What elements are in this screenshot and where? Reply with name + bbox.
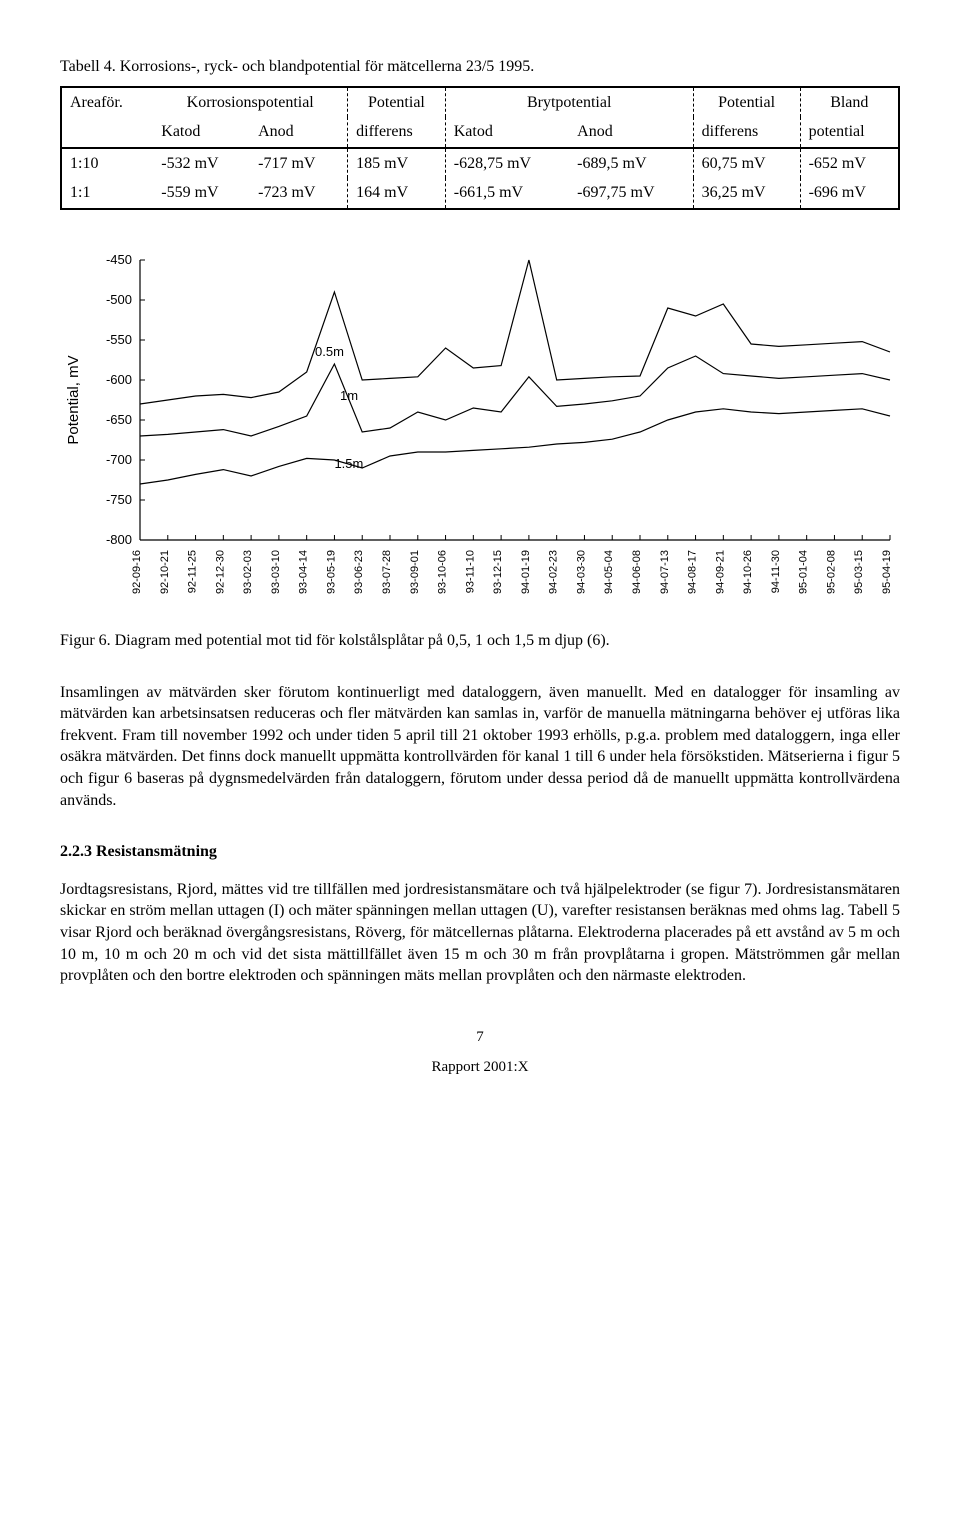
cell-r0-pd1: 185 mV [348,148,446,179]
svg-text:93-05-19: 93-05-19 [325,550,337,594]
cell-r0-ka: -717 mV [250,148,348,179]
table-caption: Tabell 4. Korrosions-, ryck- och blandpo… [60,56,900,78]
cell-r0-ba: -689,5 mV [569,148,693,179]
svg-text:94-11-30: 94-11-30 [770,550,782,593]
cell-r1-bk: -661,5 mV [445,178,569,209]
th-katod1: Katod [153,117,250,148]
cell-r0-bk: -628,75 mV [445,148,569,179]
cell-r0-kk: -532 mV [153,148,250,179]
cell-r0-bp: -652 mV [800,148,899,179]
svg-text:93-07-28: 93-07-28 [381,550,393,594]
cell-r1-pd1: 164 mV [348,178,446,209]
svg-text:0.5m: 0.5m [315,344,344,359]
svg-text:1.5m: 1.5m [334,456,363,471]
th-potdiff2-a: Potential [693,87,800,118]
svg-text:93-02-03: 93-02-03 [242,550,254,594]
svg-text:95-02-08: 95-02-08 [825,550,837,594]
svg-text:92-10-21: 92-10-21 [159,550,171,594]
svg-text:93-10-06: 93-10-06 [437,550,449,594]
cell-r0-ratio: 1:10 [61,148,153,179]
svg-text:92-11-25: 92-11-25 [187,550,199,593]
svg-text:-500: -500 [106,292,132,307]
svg-text:92-09-16: 92-09-16 [131,550,143,594]
svg-text:95-04-19: 95-04-19 [881,550,893,594]
th-katod2: Katod [445,117,569,148]
cell-r1-ba: -697,75 mV [569,178,693,209]
th-bryt: Brytpotential [445,87,693,118]
cell-r1-ratio: 1:1 [61,178,153,209]
potential-chart: -450 -500 -550 -600 -650 -700 -750 -800 Potentia… [60,250,900,620]
cell-r1-bp: -696 mV [800,178,899,209]
svg-text:94-09-21: 94-09-21 [714,550,726,594]
svg-text:-800: -800 [106,532,132,547]
svg-text:94-08-17: 94-08-17 [687,550,699,594]
th-potdiff1-a: Potential [348,87,446,118]
th-potdiff2-b: differens [693,117,800,148]
cell-r1-ka: -723 mV [250,178,348,209]
svg-text:93-06-23: 93-06-23 [353,550,365,594]
svg-text:94-05-04: 94-05-04 [603,550,615,594]
figure-caption: Figur 6. Diagram med potential mot tid f… [60,630,900,652]
svg-text:94-07-13: 94-07-13 [659,550,671,594]
page-number: 7 [60,1027,900,1047]
svg-text:Potential, mV: Potential, mV [65,355,82,444]
svg-text:-750: -750 [106,492,132,507]
svg-text:95-03-15: 95-03-15 [853,550,865,594]
th-areafor: Areaför. [61,87,153,148]
cell-r0-pd2: 60,75 mV [693,148,800,179]
svg-text:-650: -650 [106,412,132,427]
section-heading: 2.2.3 Resistansmätning [60,841,900,863]
svg-text:93-11-10: 93-11-10 [464,550,476,593]
th-korrosion: Korrosionspotential [153,87,347,118]
svg-text:94-01-19: 94-01-19 [520,550,532,594]
svg-text:-550: -550 [106,332,132,347]
svg-text:93-12-15: 93-12-15 [492,550,504,594]
svg-text:93-09-01: 93-09-01 [409,550,421,594]
svg-text:94-03-30: 94-03-30 [575,550,587,594]
svg-text:92-12-30: 92-12-30 [214,550,226,594]
svg-text:-450: -450 [106,252,132,267]
data-table: Areaför. Korrosionspotential Potential B… [60,86,900,210]
th-bland-b: potential [800,117,899,148]
svg-text:-600: -600 [106,372,132,387]
svg-text:94-10-26: 94-10-26 [742,550,754,594]
report-label: Rapport 2001:X [60,1057,900,1077]
svg-text:93-04-14: 93-04-14 [298,550,310,594]
th-anod1: Anod [250,117,348,148]
svg-text:1m: 1m [340,388,358,403]
cell-r1-pd2: 36,25 mV [693,178,800,209]
svg-text:94-02-23: 94-02-23 [548,550,560,594]
svg-text:95-01-04: 95-01-04 [798,550,810,594]
svg-text:93-03-10: 93-03-10 [270,550,282,594]
page-footer: 7 Rapport 2001:X [60,1027,900,1078]
th-potdiff1-b: differens [348,117,446,148]
svg-text:-700: -700 [106,452,132,467]
cell-r1-kk: -559 mV [153,178,250,209]
svg-text:94-06-08: 94-06-08 [631,550,643,594]
paragraph-2: Jordtagsresistans, Rjord, mättes vid tre… [60,879,900,987]
paragraph-1: Insamlingen av mätvärden sker förutom ko… [60,682,900,812]
th-anod2: Anod [569,117,693,148]
th-bland-a: Bland [800,87,899,118]
